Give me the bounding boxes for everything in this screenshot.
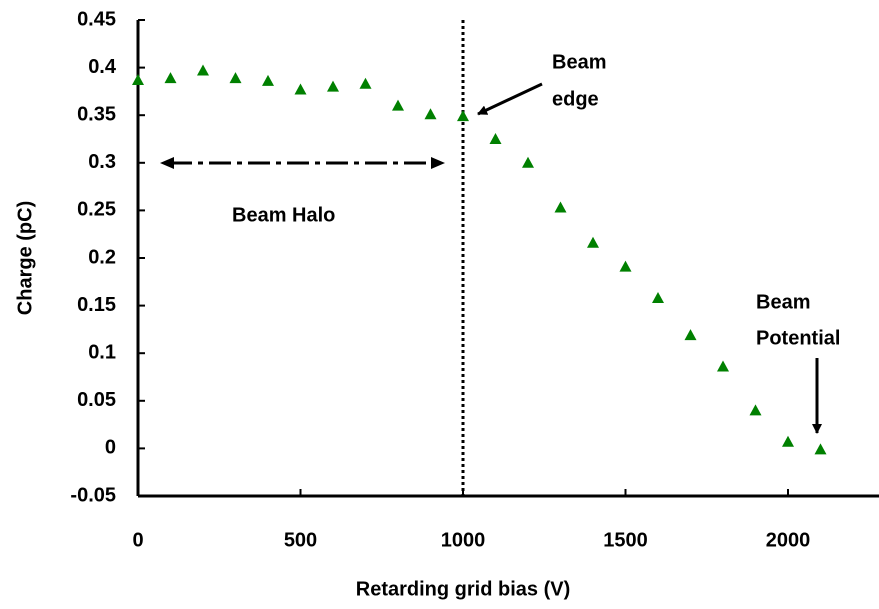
marker bbox=[619, 260, 632, 272]
y-tick-label: 0.45 bbox=[77, 8, 116, 30]
arrow-head bbox=[160, 157, 174, 169]
y-tick-label: -0.05 bbox=[70, 484, 116, 506]
marker bbox=[782, 435, 794, 447]
marker bbox=[262, 74, 274, 86]
y-tick-label: 0.3 bbox=[88, 151, 116, 173]
marker bbox=[424, 108, 437, 120]
annotation: edge bbox=[552, 88, 599, 110]
marker bbox=[814, 443, 827, 455]
marker bbox=[587, 236, 599, 248]
annotation: Potential bbox=[756, 327, 840, 349]
annotation: Beam bbox=[552, 51, 606, 73]
marker bbox=[684, 329, 697, 341]
marker bbox=[164, 72, 177, 84]
y-tick-label: 0.05 bbox=[77, 389, 116, 411]
marker bbox=[294, 83, 307, 95]
y-tick-label: 0.4 bbox=[88, 56, 117, 78]
marker bbox=[554, 201, 567, 213]
marker bbox=[652, 291, 664, 303]
marker bbox=[522, 156, 534, 168]
y-tick-label: 0.35 bbox=[77, 103, 116, 125]
arrow-head bbox=[431, 157, 445, 169]
x-tick-label: 1500 bbox=[603, 529, 648, 551]
x-tick-label: 500 bbox=[284, 529, 317, 551]
marker bbox=[359, 77, 372, 89]
marker bbox=[749, 404, 762, 416]
marker bbox=[392, 99, 404, 111]
marker bbox=[197, 64, 209, 76]
annotation: Beam bbox=[756, 291, 810, 313]
annotation: Beam Halo bbox=[232, 204, 335, 226]
y-tick-label: 0.1 bbox=[88, 341, 116, 363]
x-axis-label: Retarding grid bias (V) bbox=[356, 578, 570, 600]
y-tick-label: 0.2 bbox=[88, 246, 116, 268]
y-tick-label: 0 bbox=[105, 437, 116, 459]
marker bbox=[132, 73, 144, 85]
y-tick-label: 0.25 bbox=[77, 199, 116, 221]
x-tick-label: 1000 bbox=[441, 529, 486, 551]
marker bbox=[327, 80, 339, 92]
x-tick-label: 0 bbox=[132, 529, 143, 551]
arrow bbox=[477, 82, 543, 116]
marker bbox=[229, 72, 242, 84]
marker bbox=[717, 360, 729, 372]
y-tick-label: 0.15 bbox=[77, 294, 116, 316]
marker bbox=[489, 133, 502, 144]
y-axis-label: Charge (pC) bbox=[14, 201, 36, 315]
x-tick-label: 2000 bbox=[766, 529, 811, 551]
marker bbox=[457, 110, 469, 122]
